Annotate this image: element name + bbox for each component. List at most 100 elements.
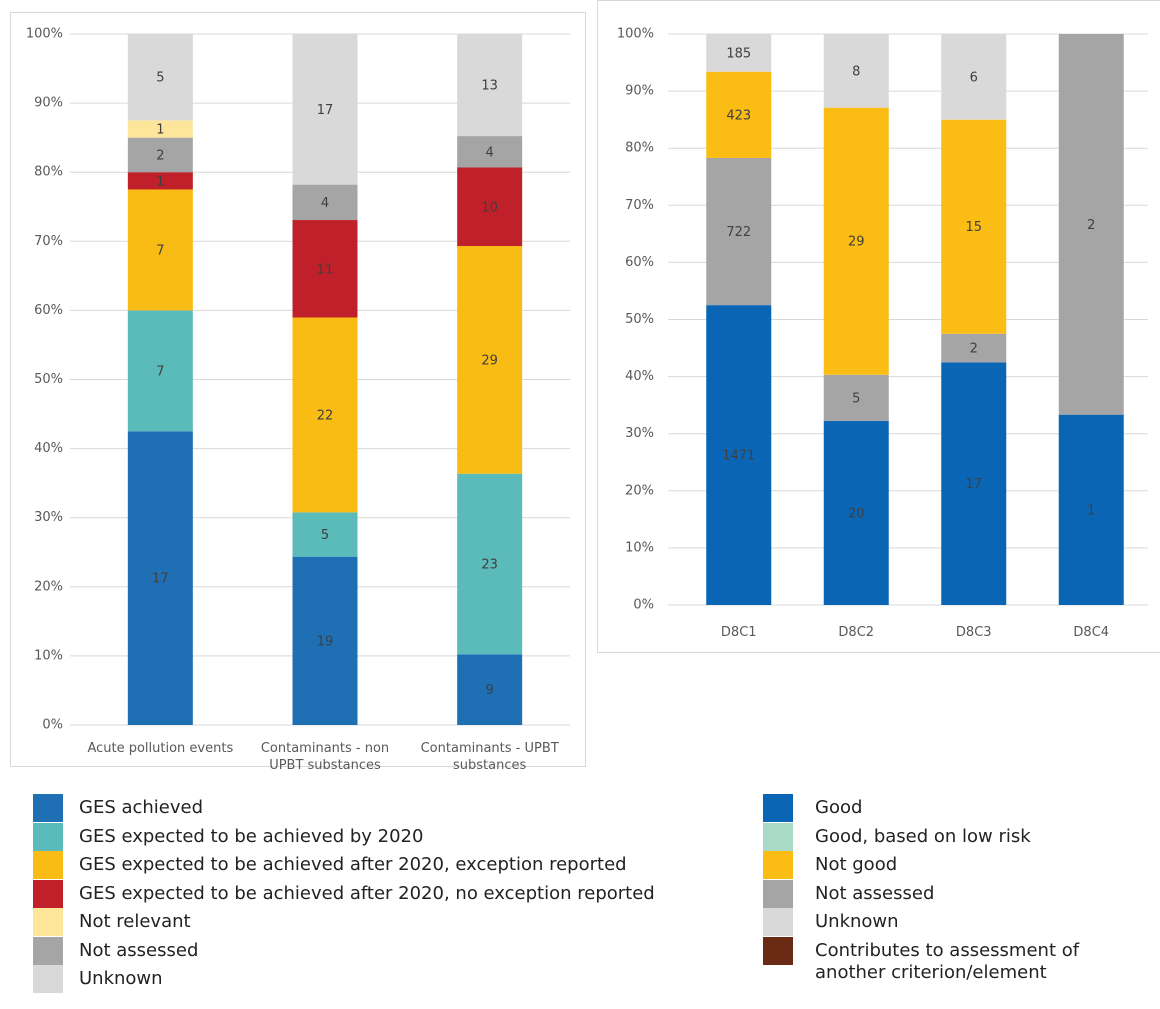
- legend-label: GES expected to be achieved after 2020, …: [79, 882, 655, 904]
- data-label: 4: [321, 196, 329, 211]
- legend-swatch: [33, 879, 63, 908]
- y-tick-label: 80%: [34, 165, 63, 180]
- data-label: 17: [965, 477, 982, 492]
- bar-segment: [457, 167, 523, 247]
- bar-segment: [292, 512, 358, 557]
- data-label: 185: [726, 46, 751, 61]
- legend-swatch: [763, 879, 793, 908]
- legend-label: GES expected to be achieved by 2020: [79, 825, 424, 847]
- data-label: 20: [848, 506, 865, 521]
- data-label: 1471: [722, 449, 755, 464]
- x-tick-label: Contaminants - non UPBT substances: [260, 741, 390, 773]
- data-label: 11: [317, 262, 334, 277]
- chart-frame: [597, 0, 1160, 653]
- data-label: 7: [156, 364, 164, 379]
- data-label: 4: [486, 145, 494, 160]
- y-tick-label: 30%: [625, 426, 654, 441]
- bar-segment: [823, 107, 889, 375]
- y-tick-label: 100%: [26, 27, 63, 42]
- bar-segment: [1058, 414, 1124, 605]
- legend-label: Not assessed: [79, 939, 199, 961]
- y-tick-label: 90%: [625, 84, 654, 99]
- bar-segment: [292, 184, 358, 221]
- bar-segment: [941, 362, 1007, 605]
- bar-segment: [823, 374, 889, 421]
- bar-segment: [706, 157, 772, 306]
- legend-label: Not relevant: [79, 911, 191, 932]
- y-tick-label: 90%: [34, 96, 63, 111]
- y-tick-label: 50%: [625, 312, 654, 327]
- bar-segment: [127, 34, 193, 121]
- data-label: 17: [317, 103, 334, 118]
- legend-label: Not assessed: [815, 882, 935, 904]
- data-label: 2: [970, 342, 978, 357]
- y-tick-label: 30%: [34, 510, 63, 525]
- x-tick-label: D8C4: [1073, 625, 1110, 640]
- bar-segment: [457, 246, 523, 474]
- x-tick-label: D8C3: [955, 625, 992, 640]
- data-label: 2: [156, 148, 164, 163]
- data-label: 22: [317, 408, 334, 423]
- data-label: 15: [965, 220, 982, 235]
- legend-swatch: [33, 936, 63, 965]
- y-tick-label: 20%: [625, 483, 654, 498]
- bar-segment: [941, 34, 1007, 120]
- y-tick-label: 10%: [34, 648, 63, 663]
- bar-segment: [1058, 34, 1124, 415]
- bar-segment: [941, 333, 1007, 363]
- x-tick-label: D8C1: [720, 625, 757, 640]
- x-tick-label: Acute pollution events: [87, 741, 234, 756]
- legend-label: Good: [815, 797, 863, 818]
- bar-segment: [457, 473, 523, 655]
- data-label: 10: [481, 200, 498, 215]
- y-tick-label: 10%: [625, 540, 654, 555]
- y-tick-label: 40%: [34, 441, 63, 456]
- bar-segment: [127, 120, 193, 138]
- data-label: 1: [156, 174, 164, 189]
- legend-swatch: [33, 794, 63, 822]
- y-tick-label: 70%: [625, 198, 654, 213]
- data-label: 8: [852, 64, 860, 79]
- legend-label: Good, based on low risk: [815, 825, 1031, 847]
- bar-segment: [457, 654, 523, 725]
- data-label: 6: [970, 70, 978, 85]
- y-tick-label: 40%: [625, 369, 654, 384]
- data-label: 722: [726, 225, 751, 240]
- legend-swatch: [763, 851, 793, 879]
- y-tick-label: 50%: [34, 372, 63, 387]
- y-tick-label: 100%: [617, 27, 654, 42]
- x-tick-label: Contaminants - UPBT substances: [420, 741, 559, 773]
- bar-segment: [823, 420, 889, 605]
- legend-swatch: [763, 908, 793, 936]
- y-tick-label: 0%: [42, 718, 63, 733]
- bar-segment: [706, 305, 772, 605]
- bar-segment: [457, 34, 523, 137]
- y-tick-label: 70%: [34, 234, 63, 249]
- legend-label: Contributes to assessment of another cri…: [815, 939, 1080, 983]
- bar-segment: [127, 189, 193, 311]
- legend-swatch: [763, 936, 793, 965]
- bar-segment: [823, 34, 889, 108]
- data-label: 23: [481, 558, 498, 573]
- y-tick-label: 60%: [34, 303, 63, 318]
- x-tick-label: D8C2: [838, 625, 875, 640]
- legend-label: Unknown: [79, 968, 163, 989]
- data-label: 29: [848, 235, 865, 250]
- legend-label: Unknown: [815, 911, 899, 932]
- bar-segment: [292, 34, 358, 185]
- y-tick-label: 0%: [633, 598, 654, 613]
- data-label: 13: [481, 79, 498, 94]
- y-tick-label: 60%: [625, 255, 654, 270]
- data-label: 29: [481, 353, 498, 368]
- legend-swatch: [33, 851, 63, 879]
- chart-frame: [10, 12, 586, 767]
- legend-swatch: [33, 908, 63, 936]
- data-label: 17: [152, 572, 169, 587]
- bar-segment: [457, 136, 523, 168]
- data-label: 2: [1087, 218, 1095, 233]
- data-label: 1: [156, 123, 164, 138]
- legend-label: GES expected to be achieved after 2020, …: [79, 854, 627, 875]
- y-tick-label: 80%: [625, 141, 654, 156]
